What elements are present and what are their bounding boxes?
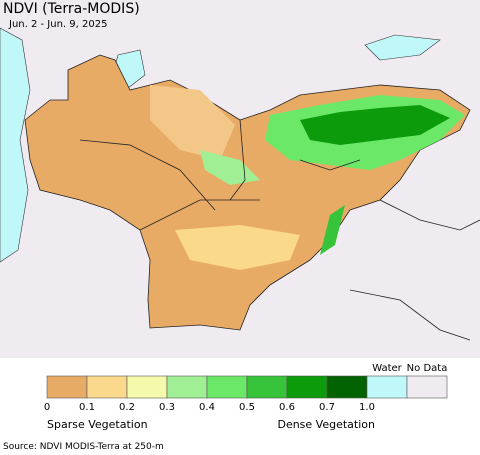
legend-swatch xyxy=(206,375,248,399)
vegetation-area xyxy=(320,205,345,255)
legend-swatch xyxy=(166,375,208,399)
legend-swatch xyxy=(86,375,128,399)
caspian-sea xyxy=(0,27,31,263)
legend-swatch xyxy=(246,375,288,399)
legend-swatch xyxy=(366,375,408,399)
legend-swatch xyxy=(126,375,168,399)
legend-tick-label: 0 xyxy=(44,402,50,413)
border xyxy=(79,119,361,231)
border xyxy=(349,199,480,341)
legend-panel xyxy=(0,358,480,455)
legend-swatch xyxy=(406,375,448,399)
map-title: NDVI (Terra-MODIS) xyxy=(3,1,140,17)
legend-swatch xyxy=(326,375,368,399)
map xyxy=(0,0,480,358)
source-note: Source: NDVI MODIS-Terra at 250-m xyxy=(3,442,164,452)
legend-tick-label: 0.3 xyxy=(159,402,175,413)
map-subtitle: Jun. 2 - Jun. 9, 2025 xyxy=(8,19,107,30)
legend: 0 0.1 0.2 0.3 0.4 0.5 0.6 0.7 1.0 Water No Data xyxy=(44,363,448,413)
legend-tick-label: 1.0 xyxy=(359,402,375,413)
dense-vegetation-area xyxy=(300,105,450,145)
legend-extra-label: Water xyxy=(372,363,402,374)
legend-tick-label: 0.6 xyxy=(279,402,295,413)
legend-tick-label: 0.5 xyxy=(239,402,255,413)
legend-swatch xyxy=(286,375,328,399)
legend-tick-label: 0.1 xyxy=(79,402,95,413)
legend-tick-label: 0.2 xyxy=(119,402,135,413)
legend-low-label: Sparse Vegetation xyxy=(47,418,148,431)
sparse-area xyxy=(175,225,300,270)
desert-area xyxy=(150,85,235,160)
legend-swatch xyxy=(46,375,88,399)
legend-extra-label: No Data xyxy=(407,363,448,374)
legend-high-label: Dense Vegetation xyxy=(277,418,375,431)
legend-tick-label: 0.4 xyxy=(199,402,215,413)
legend-tick-label: 0.7 xyxy=(319,402,335,413)
lake xyxy=(364,34,441,61)
